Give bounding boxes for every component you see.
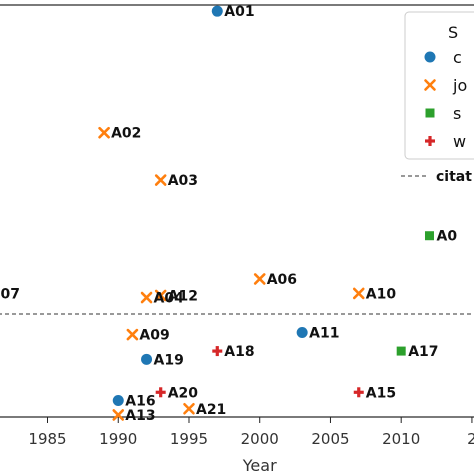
point-label: A20 [168, 385, 199, 401]
point-label: A21 [196, 402, 226, 418]
point-label: A18 [224, 344, 254, 360]
legend-entry-label: jo [452, 76, 467, 95]
point-label: 07 [1, 286, 20, 302]
point-label: A04 [154, 291, 185, 307]
journal-marker [352, 287, 365, 300]
x-tick-label: 1990 [99, 430, 137, 448]
x-tick-label: 1985 [28, 430, 66, 448]
software-marker [396, 346, 406, 356]
point-label: A03 [168, 173, 198, 189]
journal-marker [253, 273, 266, 285]
point-label: A09 [139, 328, 169, 344]
workshop-marker [212, 346, 223, 357]
journal-marker [183, 402, 195, 415]
journal-marker [154, 289, 167, 302]
point-label: A17 [408, 344, 438, 360]
x-tick-label: 2 [467, 430, 474, 448]
point-label: A01 [224, 4, 254, 20]
point-label: A11 [309, 326, 339, 342]
legend-title: S [448, 23, 458, 42]
plot-frame [0, 4, 474, 418]
conference-marker [211, 5, 223, 17]
point-label: A19 [154, 352, 184, 368]
point-label: A13 [125, 408, 155, 424]
journal-marker [424, 79, 436, 91]
workshop-marker [425, 136, 435, 146]
software-marker [425, 108, 435, 118]
journal-marker [112, 409, 125, 421]
conference-marker [296, 327, 308, 339]
point-label: A15 [366, 385, 396, 401]
journal-marker [154, 174, 167, 186]
point-label: A0 [436, 229, 457, 245]
legend-reference-label: citat [436, 169, 472, 185]
legend-entry-label: c [453, 48, 462, 67]
legend-box [404, 11, 474, 160]
point-label: A16 [125, 394, 155, 410]
workshop-marker [155, 387, 166, 398]
point-label: A12 [168, 288, 198, 304]
legend-entry-label: s [453, 104, 461, 123]
x-tick-label: 2005 [311, 430, 349, 448]
legend-entry-label: w [453, 132, 466, 151]
x-tick-label: 1995 [170, 430, 208, 448]
workshop-marker [353, 387, 364, 398]
journal-marker [140, 291, 153, 304]
journal-marker [98, 126, 110, 139]
conference-marker [112, 395, 124, 407]
conference-marker [141, 353, 153, 365]
x-tick-label: 2000 [241, 430, 279, 448]
conference-marker [424, 51, 436, 63]
software-marker [424, 231, 434, 241]
point-label: A02 [111, 126, 141, 142]
point-label: A10 [366, 286, 397, 302]
journal-marker [126, 328, 139, 341]
x-tick-label: 2010 [382, 430, 420, 448]
point-label: A06 [267, 272, 297, 288]
x-axis-label: Year [242, 456, 277, 474]
